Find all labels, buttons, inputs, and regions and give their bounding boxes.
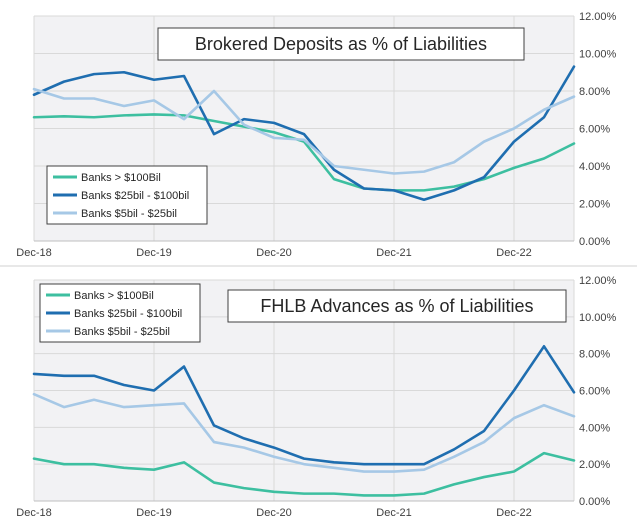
y-tick-label: 8.00% <box>579 349 610 361</box>
y-tick-label: 10.00% <box>579 49 617 61</box>
y-tick-label: 2.00% <box>579 459 610 471</box>
series-line-2 <box>32 344 576 466</box>
y-tick-label: 12.00% <box>579 275 617 287</box>
x-tick-label: Dec-20 <box>256 247 291 259</box>
y-tick-label: 6.00% <box>579 386 610 398</box>
y-tick-label: 0.00% <box>579 496 610 508</box>
y-tick-label: 4.00% <box>579 161 610 173</box>
x-tick-label: Dec-19 <box>136 507 171 519</box>
legend-entry: Banks $5bil - $25bil <box>81 208 177 220</box>
legend-entry: Banks > $100Bil <box>74 290 154 302</box>
legend-entry: Banks $25bil - $100bil <box>81 190 189 202</box>
chart-title-box <box>157 27 525 61</box>
series-line-3 <box>32 87 576 175</box>
chart-title: Brokered Deposits as % of Liabilities <box>195 34 487 54</box>
x-tick-label: Dec-18 <box>16 507 51 519</box>
y-tick-label: 2.00% <box>579 199 610 211</box>
y-tick-label: 6.00% <box>579 124 610 136</box>
x-tick-label: Dec-22 <box>496 507 531 519</box>
x-tick-label: Dec-19 <box>136 247 171 259</box>
x-tick-label: Dec-20 <box>256 507 291 519</box>
y-tick-label: 0.00% <box>579 236 610 248</box>
chart-panel-1: 0.00% 2.00% 4.00% 6.00% 8.00% 10.00% 12.00% Dec… <box>16 11 616 259</box>
x-tick-label: Dec-18 <box>16 247 51 259</box>
legend-entry: Banks $25bil - $100bil <box>74 308 182 320</box>
legend-entry: Banks $5bil - $25bil <box>74 326 170 338</box>
y-tick-label: 10.00% <box>579 312 617 324</box>
series-line-1 <box>32 451 576 497</box>
x-tick-label: Dec-21 <box>376 247 411 259</box>
y-tick-label: 4.00% <box>579 422 610 434</box>
x-tick-label: Dec-21 <box>376 507 411 519</box>
chart-panel-2: 0.00% 2.00% 4.00% 6.00% 8.00% 10.00% 12.00% Dec… <box>16 275 616 519</box>
chart-title: FHLB Advances as % of Liabilities <box>260 296 533 316</box>
series-line-2 <box>32 65 576 202</box>
x-tick-label: Dec-22 <box>496 247 531 259</box>
y-tick-label: 8.00% <box>579 86 610 98</box>
chart-title-box <box>227 289 567 323</box>
y-tick-label: 12.00% <box>579 11 617 23</box>
legend-entry: Banks > $100Bil <box>81 172 161 184</box>
series-line-3 <box>32 392 576 473</box>
series-line-1 <box>32 113 576 192</box>
